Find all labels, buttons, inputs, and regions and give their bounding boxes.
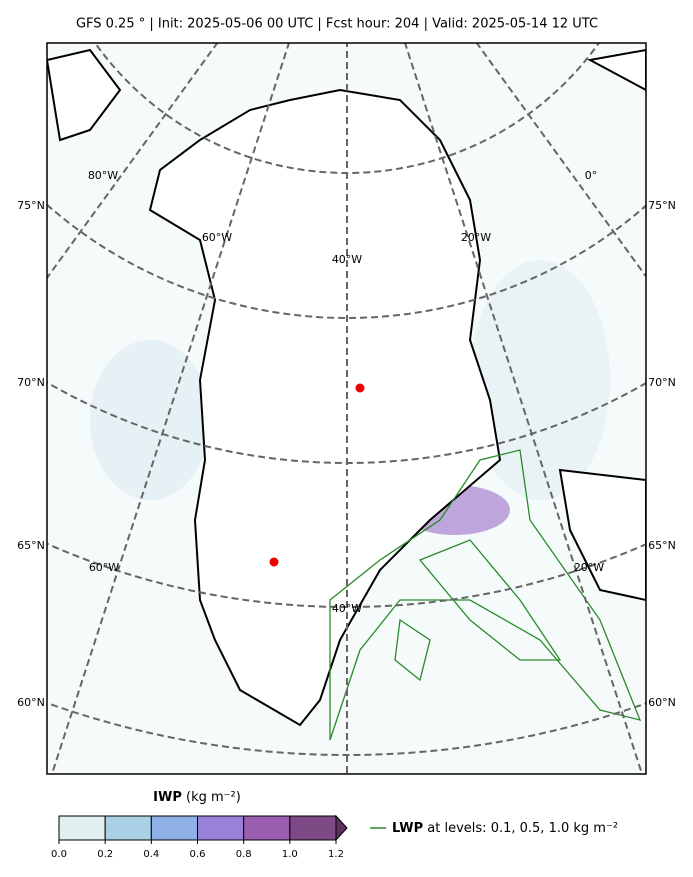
map-frame (46, 42, 647, 775)
lon-label: 60°W (202, 231, 232, 244)
lon-label: 60°W (89, 561, 119, 574)
lat-label: 70°N (648, 376, 676, 389)
greenland-coast (148, 88, 502, 727)
colorbar-label: IWP (kg m⁻²) (153, 790, 241, 805)
colorbar-tick-label: 0.0 (51, 849, 67, 860)
lat-label: 75°N (648, 199, 676, 212)
title: GFS 0.25 ° | Init: 2025-05-06 00 UTC | F… (76, 17, 598, 32)
lat-label: 70°N (17, 376, 45, 389)
lat-label: 60°N (648, 696, 676, 709)
legend-text: LWP at levels: 0.1, 0.5, 1.0 kg m⁻² (392, 821, 618, 836)
colorbar-tick-label: 1.0 (282, 849, 298, 860)
colorbar-segment (197, 815, 245, 841)
lon-label: 20°W (574, 561, 604, 574)
graticule (47, 43, 646, 774)
colorbar: 0.0 0.2 0.4 0.6 0.8 1.0 1.2 (51, 814, 348, 860)
lon-labels: 80°W 0° 60°W 20°W 40°W 60°W 20°W 40°W (88, 169, 604, 615)
site-marker (355, 383, 365, 393)
legend-name: LWP (392, 821, 423, 836)
colorbar-segment (150, 815, 198, 841)
lon-label: 20°W (461, 231, 491, 244)
lat-label: 75°N (17, 199, 45, 212)
lon-label: 40°W (332, 602, 362, 615)
other-coast (47, 48, 646, 602)
lon-label: 40°W (332, 253, 362, 266)
map-area (47, 43, 646, 774)
colorbar-tick-label: 0.8 (236, 849, 252, 860)
colorbar-segment (289, 815, 337, 841)
lwp-contours (329, 449, 642, 741)
lat-label: 60°N (17, 696, 45, 709)
colorbar-extension (335, 814, 348, 842)
lat-label: 65°N (648, 539, 676, 552)
colorbar-segment (243, 815, 291, 841)
colorbar-tick-label: 0.4 (143, 849, 159, 860)
lon-label: 80°W (88, 169, 118, 182)
colorbar-tick-label: 0.6 (190, 849, 206, 860)
colorbar-tick-label: 1.2 (328, 849, 344, 860)
site-marker (269, 557, 279, 567)
lon-label: 0° (585, 169, 598, 182)
colorbar-name: IWP (153, 790, 182, 805)
colorbar-segment (104, 815, 152, 841)
colorbar-segment (58, 815, 106, 841)
legend-desc: at levels: 0.1, 0.5, 1.0 kg m⁻² (427, 821, 618, 836)
lat-labels: 75°N 70°N 65°N 60°N 75°N 70°N 65°N 60°N (17, 199, 676, 709)
colorbar-unit: (kg m⁻²) (186, 790, 241, 805)
lat-label: 65°N (17, 539, 45, 552)
colorbar-tick-label: 0.2 (97, 849, 113, 860)
